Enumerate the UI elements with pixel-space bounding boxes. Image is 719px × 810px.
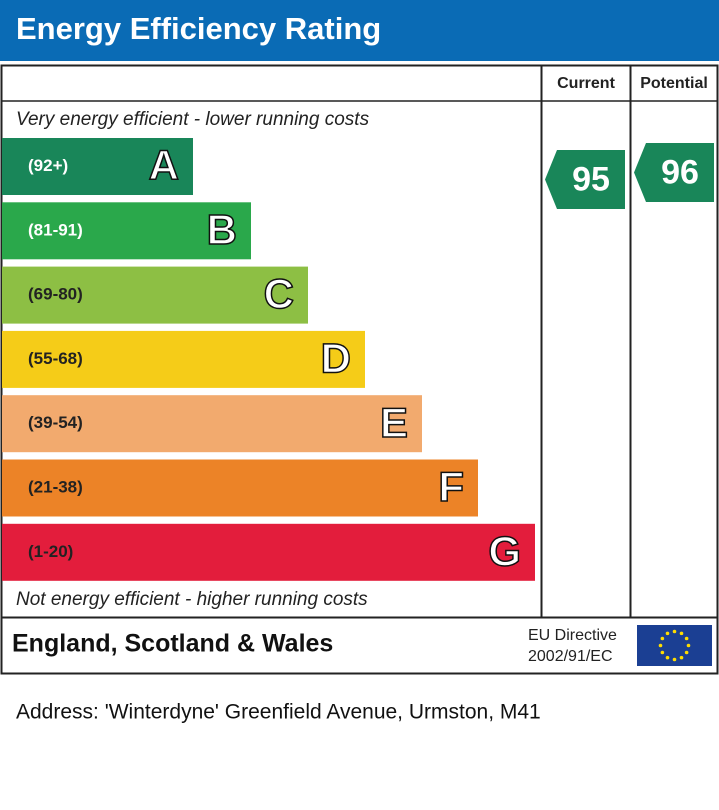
eu-star — [684, 636, 689, 641]
current-value: 95 — [572, 160, 610, 198]
current-header: Current — [557, 75, 615, 92]
band — [2, 459, 478, 517]
band-range: (39-54) — [28, 413, 83, 432]
band — [2, 138, 193, 195]
potential-arrow — [634, 143, 714, 202]
title: Energy Efficiency Rating — [16, 11, 381, 46]
band-letter: D — [321, 334, 351, 381]
eu-star — [686, 643, 691, 648]
band-letter: A — [149, 142, 179, 189]
band-letter: G — [488, 527, 521, 574]
address: Address: 'Winterdyne' Greenfield Avenue,… — [16, 701, 541, 724]
title-bar — [0, 0, 719, 61]
eu-star — [672, 629, 677, 634]
band-range: (92+) — [28, 156, 68, 175]
potential-header: Potential — [640, 75, 708, 92]
potential-value: 96 — [661, 153, 699, 191]
eu-star — [660, 636, 665, 641]
band-letter: E — [380, 399, 408, 446]
band — [2, 202, 251, 260]
band-range: (69-80) — [28, 285, 83, 304]
band-range: (55-68) — [28, 349, 83, 368]
eu-star — [679, 655, 684, 660]
directive: 2002/91/EC — [528, 648, 613, 665]
eu-star — [665, 631, 670, 636]
band — [2, 395, 422, 453]
directive: EU Directive — [528, 627, 617, 644]
band-letter: B — [207, 206, 237, 253]
eu-star — [684, 650, 689, 655]
band-range: (21-38) — [28, 477, 83, 496]
eu-star — [660, 650, 665, 655]
top-note: Very energy efficient - lower running co… — [16, 109, 370, 130]
band-letter: F — [438, 463, 464, 510]
bottom-note: Not energy efficient - higher running co… — [16, 589, 368, 610]
current-arrow — [545, 150, 625, 209]
band-range: (81-91) — [28, 220, 83, 239]
band — [2, 523, 535, 581]
eu-star — [658, 643, 663, 648]
band-range: (1-20) — [28, 542, 73, 561]
band — [2, 266, 308, 324]
band — [2, 330, 365, 388]
eu-star — [665, 655, 670, 660]
frame — [0, 64, 719, 675]
band-letter: C — [264, 270, 294, 317]
eu-star — [672, 657, 677, 662]
eu-star — [679, 631, 684, 636]
region: England, Scotland & Wales — [12, 630, 333, 658]
